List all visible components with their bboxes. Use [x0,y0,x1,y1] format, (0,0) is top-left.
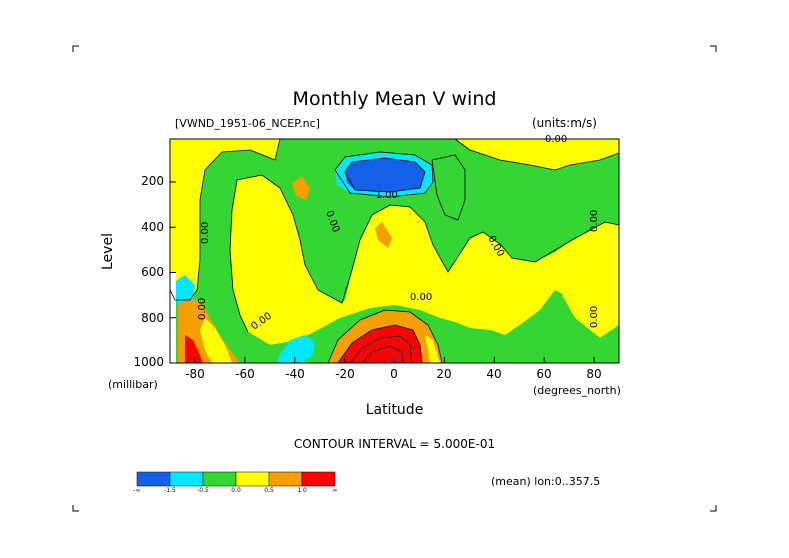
fill-yellow-lowerleft [200,318,232,363]
contour-label: 0.00 [589,306,600,328]
x-tick-label: -60 [235,367,255,381]
contour-label: 0.00 [197,298,208,320]
chart-title: Monthly Mean V wind [292,88,497,110]
x-tick-label: -80 [185,367,205,381]
colorbar [136,471,336,487]
fill-green-bottomright [455,290,619,363]
colorbar-swatch [301,471,336,487]
y-axis-unit: (millibar) [108,378,158,391]
colorbar-tick-label: 0.5 [264,487,274,494]
dataset-file-label: [VWND_1951-06_NCEP.nc] [175,117,320,130]
x-axis-unit: (degrees_north) [533,384,621,397]
x-tick-label: -20 [335,367,355,381]
colorbar-tick-label: -1.5 [164,487,176,494]
colorbar-swatch [169,471,204,487]
contour-label: 0.00 [545,134,567,145]
x-tick-label: 80 [586,367,602,381]
units-label: (units:m/s) [532,116,597,130]
fill-blue-core [345,158,425,192]
colorbar-swatch [136,471,171,487]
colorbar-tick-label: 0.0 [231,487,241,494]
y-tick-label: 1000 [133,355,164,369]
x-tick-label: 60 [536,367,552,381]
fill-green-pocket [432,155,465,220]
contour-label: 0.00 [589,210,600,232]
y-tick-label: 400 [141,220,164,234]
colorbar-tick-label: ∞ [332,487,338,494]
crop-marks [72,45,717,512]
mean-longitude-label: (mean) lon:0..357.5 [491,475,601,488]
fill-cyan-surface [278,335,315,363]
y-tick-label: 200 [141,174,164,188]
x-tick-label: 40 [486,367,502,381]
colorbar-tick-label: 1.0 [297,487,307,494]
y-tick-label: 800 [141,311,164,325]
contour-fills [170,139,619,363]
contour-label: 0.00 [410,292,432,303]
fill-green-bottomcenter [230,312,360,363]
contour-label: 0.00 [200,222,211,244]
contour-lines [170,139,619,363]
contour-label: -1.00 [372,190,398,201]
colorbar-tick-label: -0.5 [197,487,209,494]
x-tick-label: -40 [285,367,305,381]
x-axis-label: Latitude [365,402,424,418]
x-tick-label: 20 [436,367,452,381]
fill-yellow-main [230,175,619,345]
fill-red-jet [338,325,422,363]
colorbar-swatch [202,471,237,487]
colorbar-tick-label: -∞ [133,487,141,494]
fill-yellow-jet-edge [425,335,440,363]
contour-interval-label: CONTOUR INTERVAL = 5.000E-01 [293,437,496,451]
fill-yellow-right [562,290,619,338]
fill-orange-blob2 [375,222,392,248]
x-tick-label: 0 [390,367,398,381]
fill-yellow-topright [455,139,619,170]
colorbar-swatch [268,471,303,487]
y-axis-label: Level [100,233,116,270]
fill-yellow-topleft [170,139,280,300]
y-tick-label: 600 [141,265,164,279]
axis-ticks [170,181,595,364]
fill-red-lowerleft [185,335,203,363]
colorbar-swatch [235,471,270,487]
fill-orange-blob1 [292,176,310,200]
